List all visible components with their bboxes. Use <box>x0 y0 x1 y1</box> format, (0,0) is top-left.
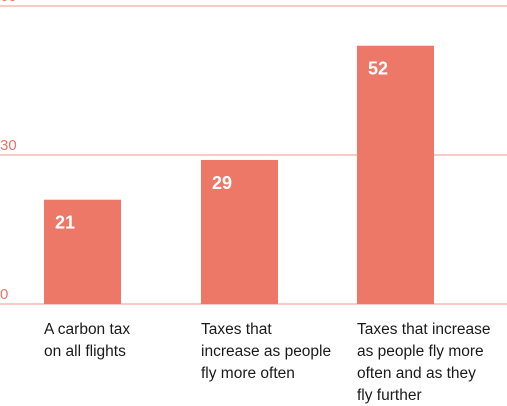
category-labels: A carbon tax on all flights Taxes that incr… <box>44 321 491 404</box>
bar-value-label: 21 <box>55 213 75 233</box>
y-tick-label: 0 <box>0 286 8 303</box>
category-label-line: Taxes that increase <box>357 321 491 338</box>
category-label-line: increase as people <box>201 343 331 360</box>
bar-value-label: 52 <box>368 59 388 79</box>
bar <box>357 45 434 304</box>
y-axis-ticks: 0 30 60 <box>0 0 17 303</box>
y-tick-label: 60 <box>0 0 17 5</box>
category-label: Taxes that increase as people fly more oft… <box>201 321 331 382</box>
category-label-line: Taxes that <box>201 321 272 338</box>
bar <box>44 199 121 304</box>
category-label: Taxes that increase as people fly more oft… <box>357 321 491 404</box>
category-label: A carbon tax on all flights <box>44 321 130 360</box>
category-label-line: on all flights <box>44 343 126 360</box>
category-label-line: fly further <box>357 387 422 404</box>
bars <box>44 45 434 304</box>
bar <box>201 159 278 304</box>
category-label-line: A carbon tax <box>44 321 130 338</box>
category-label-line: as people fly more <box>357 343 484 360</box>
category-label-line: often and as they <box>357 365 476 382</box>
y-tick-label: 30 <box>0 137 17 154</box>
category-label-line: fly more often <box>201 365 295 382</box>
bar-value-label: 29 <box>212 173 232 193</box>
bar-value-labels: 21 29 52 <box>55 59 388 233</box>
